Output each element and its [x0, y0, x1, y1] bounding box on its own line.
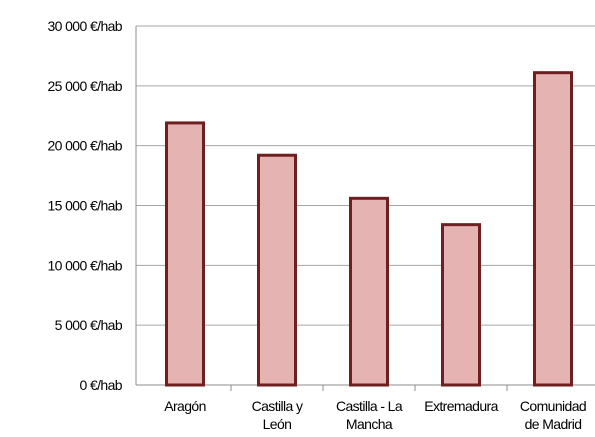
- y-tick-label: 5 000 €/hab: [55, 317, 123, 333]
- x-tick-label: Extremadura: [424, 398, 498, 414]
- x-tick-label: Aragón: [164, 398, 206, 414]
- bar: [349, 196, 389, 387]
- y-tick-label: 30 000 €/hab: [47, 18, 122, 34]
- y-tick-label: 10 000 €/hab: [47, 257, 122, 273]
- bar: [165, 121, 205, 387]
- bar: [257, 153, 297, 387]
- y-tick-label: 15 000 €/hab: [47, 198, 122, 214]
- bar: [533, 71, 573, 387]
- x-tick-label: Comunidad de Madrid: [520, 398, 586, 432]
- x-tick-label: Castilla - La Mancha: [336, 398, 403, 432]
- y-tick-label: 25 000 €/hab: [47, 78, 122, 94]
- y-tick-label: 20 000 €/hab: [47, 138, 122, 154]
- x-tick-label: Castilla y León: [252, 398, 303, 432]
- y-tick-label: 0 €/hab: [79, 377, 122, 393]
- bar: [441, 223, 481, 387]
